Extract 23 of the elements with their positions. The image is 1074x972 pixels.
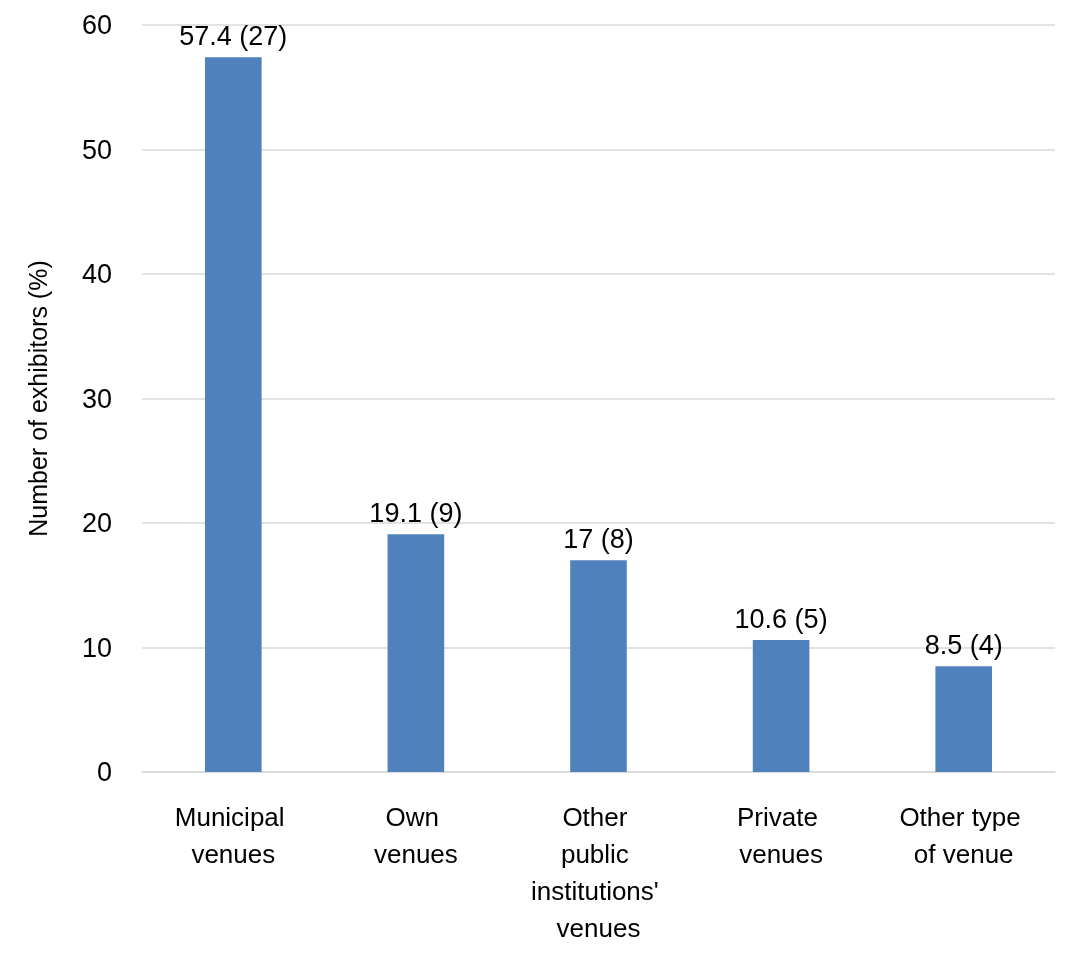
data-label: 19.1 (9) (369, 497, 463, 528)
x-tick-label: Own venues (373, 801, 458, 869)
x-tick-label: Other type of venue (899, 801, 1029, 869)
bar (752, 640, 810, 772)
y-axis-title: Number of exhibitors (%) (23, 260, 52, 537)
data-label: 10.6 (5) (734, 603, 828, 634)
data-label: 17 (8) (563, 523, 634, 554)
bar (205, 57, 262, 772)
data-label: 57.4 (27) (179, 20, 288, 51)
y-tick-label: 10 (81, 632, 112, 663)
x-tick-label: Municipal venues (174, 801, 292, 869)
bar (570, 560, 627, 772)
x-tick-label: Private venues (737, 801, 826, 869)
bar (387, 534, 445, 772)
y-tick-label: 40 (81, 259, 112, 289)
y-tick-label: 30 (81, 383, 112, 414)
y-tick-label: 20 (81, 508, 112, 538)
bar (935, 666, 992, 772)
y-tick-label: 0 (96, 757, 112, 787)
y-tick-label: 50 (81, 134, 112, 165)
data-label: 8.5 (4) (924, 629, 1003, 660)
y-tick-label: 60 (81, 10, 112, 40)
x-tick-label: Other public institutions' venues (530, 801, 667, 943)
